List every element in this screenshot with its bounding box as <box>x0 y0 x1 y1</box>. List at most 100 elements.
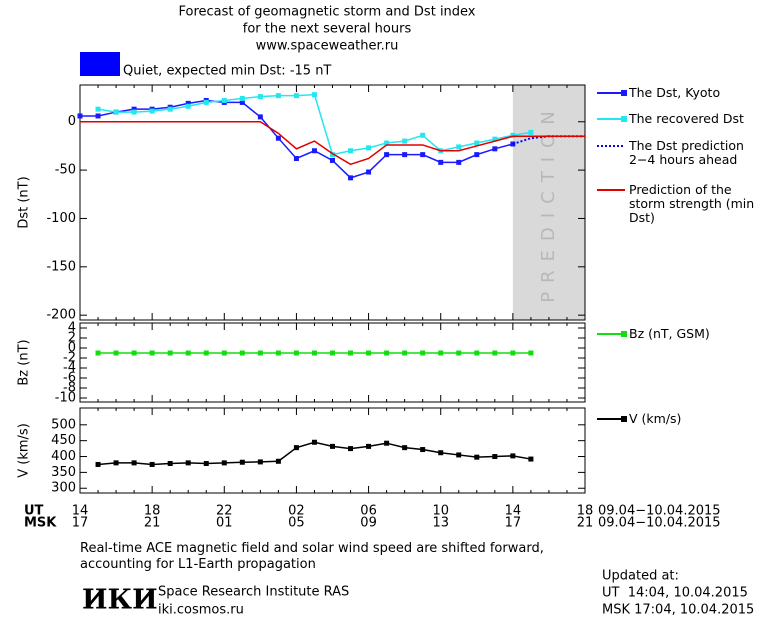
data-point <box>492 146 498 152</box>
data-point <box>402 138 408 144</box>
x-tick-label-msk: 01 <box>216 516 233 531</box>
data-point <box>311 350 317 356</box>
x-tick-label-msk: 21 <box>577 516 594 531</box>
data-point <box>366 145 372 151</box>
data-point <box>402 445 408 451</box>
legend-swatch <box>621 116 627 122</box>
data-point <box>149 461 155 467</box>
data-point <box>330 157 335 163</box>
data-point <box>492 454 498 460</box>
status-swatch <box>80 52 120 76</box>
legend-label: V (km/s) <box>629 411 682 426</box>
data-point <box>528 129 534 135</box>
data-point <box>131 350 137 356</box>
data-point <box>185 460 191 466</box>
y-tick-label: 450 <box>51 433 76 448</box>
y-tick-label: 350 <box>51 465 76 480</box>
x-tick-label: 14 <box>505 504 522 519</box>
data-point <box>257 94 263 100</box>
data-point <box>330 152 335 158</box>
data-point <box>293 445 299 451</box>
data-point <box>456 144 462 150</box>
data-point <box>149 350 155 356</box>
data-point <box>221 460 227 466</box>
data-point <box>131 109 137 115</box>
data-point <box>402 350 408 356</box>
y-axis-label: Dst (nT) <box>17 176 32 228</box>
data-point <box>456 350 462 356</box>
legend-label: Prediction of the storm strength (min Ds… <box>629 182 755 225</box>
data-point <box>275 458 281 464</box>
legend-label: Bz (nT, GSM) <box>629 326 710 341</box>
series-line <box>97 441 532 466</box>
y-tick-label: 400 <box>51 449 76 464</box>
x-tick-label: 14 <box>72 504 89 519</box>
data-point <box>510 350 516 356</box>
data-point <box>203 99 209 105</box>
data-point <box>293 93 299 99</box>
plot-frame <box>79 84 586 321</box>
data-point <box>239 96 245 102</box>
x-tick-label: 10 <box>432 504 449 519</box>
data-point <box>311 439 317 445</box>
data-point <box>95 350 101 356</box>
data-point <box>185 100 191 106</box>
x-tick-label-msk: 09 <box>360 516 377 531</box>
data-point <box>275 135 281 141</box>
series-line <box>80 120 585 166</box>
y-tick-label: -100 <box>46 211 76 226</box>
updated-ut: UT 14:04, 10.04.2015 <box>602 586 748 601</box>
data-point <box>257 459 263 465</box>
data-point <box>456 452 462 458</box>
data-point <box>131 106 137 112</box>
data-point <box>293 155 299 161</box>
data-point <box>77 113 83 119</box>
date-range: 09.04−10.04.2015 <box>598 516 721 531</box>
y-tick-label: -6 <box>63 371 76 386</box>
url: iki.cosmos.ru <box>158 603 244 618</box>
status-label: Quiet, expected min Dst: -15 nT <box>123 64 331 79</box>
y-tick-label: -8 <box>63 381 76 396</box>
data-point <box>239 350 245 356</box>
y-tick-label: -150 <box>46 259 76 274</box>
x-tick-label: 18 <box>144 504 161 519</box>
institute: Space Research Institute RAS <box>158 585 349 600</box>
updated-msk: MSK 17:04, 10.04.2015 <box>602 603 754 618</box>
caption: Real-time ACE magnetic field and solar w… <box>80 541 544 572</box>
prediction-band <box>512 85 585 320</box>
legend-swatch <box>621 416 627 422</box>
x-tick-label: 02 <box>288 504 305 519</box>
data-point <box>221 350 227 356</box>
data-point <box>239 99 245 105</box>
date-range: 09.04−10.04.2015 <box>598 504 721 519</box>
y-axis-label: V (km/s) <box>17 423 32 478</box>
data-point <box>185 350 191 356</box>
y-tick-label: -2 <box>63 351 76 366</box>
data-point <box>492 350 498 356</box>
data-point <box>95 461 101 467</box>
data-point <box>95 106 101 112</box>
legend-swatch <box>621 331 627 337</box>
data-point <box>113 350 119 356</box>
y-tick-label: -50 <box>55 163 76 178</box>
y-tick-label: -200 <box>46 308 76 323</box>
legend-label: The recovered Dst <box>629 111 744 126</box>
legend-label: The Dst prediction 2−4 hours ahead <box>629 138 744 167</box>
updated-label: Updated at: <box>602 569 679 584</box>
data-point <box>311 92 317 98</box>
data-point <box>221 97 227 103</box>
data-point <box>167 350 173 356</box>
y-tick-label: 0 <box>68 341 76 356</box>
data-point <box>366 350 372 356</box>
data-point <box>384 350 390 356</box>
data-point <box>113 460 119 466</box>
data-point <box>402 152 408 158</box>
data-point <box>510 132 516 138</box>
y-tick-label: 300 <box>51 481 76 496</box>
y-axis-label: Bz (nT) <box>17 339 32 385</box>
x-row-label: MSK <box>24 516 57 531</box>
data-point <box>348 175 354 181</box>
x-tick-label-msk: 21 <box>144 516 161 531</box>
data-point <box>492 136 498 142</box>
